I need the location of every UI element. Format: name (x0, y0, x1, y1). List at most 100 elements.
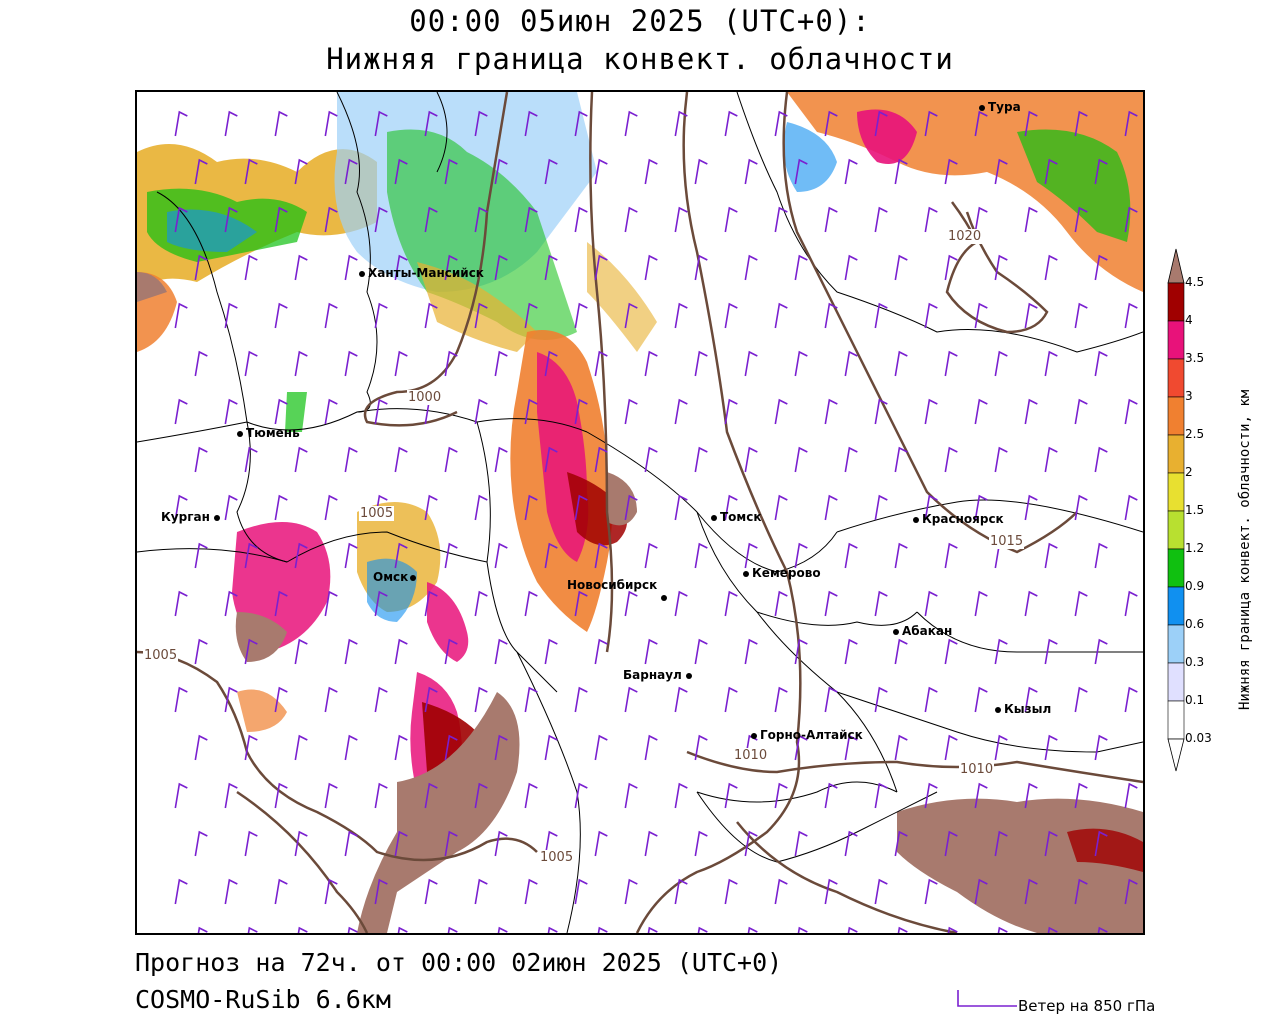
wind-barb (324, 398, 338, 425)
wind-barb (924, 110, 938, 137)
legend-tick-label: 1.2 (1185, 541, 1205, 555)
wind-barb (624, 686, 638, 713)
wind-barb (774, 590, 788, 617)
wind-barb (174, 206, 188, 233)
wind-barb (324, 878, 338, 905)
wind-barb (944, 350, 958, 377)
wind-barb (774, 686, 788, 713)
wind-barb (994, 158, 1008, 185)
wind-barb (174, 398, 188, 425)
wind-barb (224, 494, 238, 521)
city-barnaul: Барнаул (623, 668, 695, 682)
wind-barb (947, 926, 958, 933)
wind-barb (694, 158, 708, 185)
wind-barb (174, 110, 188, 137)
wind-barb (174, 302, 188, 329)
wind-barb (224, 206, 238, 233)
wind-barb (724, 782, 738, 809)
wind-barb (524, 494, 538, 521)
wind-barb (824, 686, 838, 713)
wind-barb (974, 878, 988, 905)
wind-barb (244, 638, 258, 665)
wind-barb (694, 638, 708, 665)
wind-barb (794, 158, 808, 185)
wind-barb (524, 878, 538, 905)
wind-barb (574, 878, 588, 905)
wind-barb (1074, 206, 1088, 233)
wind-barb (324, 686, 338, 713)
wind-barb (524, 302, 538, 329)
wind-barb (674, 302, 688, 329)
legend-swatch (1167, 396, 1185, 436)
wind-barb (794, 350, 808, 377)
wind-barb (694, 254, 708, 281)
wind-barb (1024, 782, 1038, 809)
wind-barb (394, 158, 408, 185)
wind-barb (624, 398, 638, 425)
city-krasnoyarsk: Красноярск (913, 512, 1004, 526)
wind-barb (644, 158, 658, 185)
wind-barb (924, 494, 938, 521)
wind-barb (974, 206, 988, 233)
wind-barb (624, 302, 638, 329)
wind-barb (644, 542, 658, 569)
wind-barb (824, 494, 838, 521)
wind-barb (674, 206, 688, 233)
wind-barb (874, 782, 888, 809)
wind-barb (344, 830, 358, 857)
wind-barb (524, 206, 538, 233)
isobar-label: 1010 (959, 762, 995, 777)
wind-barb (1024, 398, 1038, 425)
wind-barb (924, 590, 938, 617)
wind-barb (944, 638, 958, 665)
wind-barb (1024, 590, 1038, 617)
legend-swatch (1167, 434, 1185, 474)
wind-barb (1024, 206, 1038, 233)
wind-barb (247, 926, 258, 933)
wind-barb (1094, 446, 1108, 473)
wind-barb (824, 302, 838, 329)
wind-barb (524, 110, 538, 137)
legend-swatch (1167, 358, 1185, 398)
wind-barb (644, 638, 658, 665)
map-area[interactable]: Тура Ханты-Мансийск Тюмень Курган Омск Т… (135, 90, 1145, 935)
wind-barb (1094, 254, 1108, 281)
wind-barb (794, 542, 808, 569)
wind-barb (774, 110, 788, 137)
wind-barb (244, 254, 258, 281)
wind-barb (347, 926, 358, 933)
wind-barb (894, 446, 908, 473)
wind-barb (644, 830, 658, 857)
legend-tick-label: 1.5 (1185, 503, 1205, 517)
wind-barb (594, 254, 608, 281)
wind-barb (497, 926, 508, 933)
wind-barb (394, 542, 408, 569)
wind-barb (494, 638, 508, 665)
isobar-label: 1000 (407, 390, 443, 405)
wind-barb (994, 830, 1008, 857)
wind-barb (897, 926, 908, 933)
wind-barb (1094, 158, 1108, 185)
wind-barb (444, 254, 458, 281)
legend-swatch (1167, 282, 1185, 322)
wind-barb (994, 638, 1008, 665)
wind-barb (424, 878, 438, 905)
wind-barb (847, 926, 858, 933)
city-khanty-mansiysk: Ханты-Мансийск (359, 266, 484, 280)
wind-barb (374, 686, 388, 713)
wind-barb (974, 686, 988, 713)
wind-barb (174, 782, 188, 809)
city-novosibirsk-dot (661, 590, 670, 604)
wind-barb (1124, 782, 1138, 809)
wind-barb (647, 926, 658, 933)
wind-barb (674, 110, 688, 137)
wind-barb (644, 734, 658, 761)
wind-barb (574, 686, 588, 713)
legend-tick-label: 0.9 (1185, 579, 1205, 593)
wind-barb (294, 446, 308, 473)
legend-tick-label: 0.03 (1185, 731, 1212, 745)
legend-swatch (1167, 624, 1185, 664)
wind-barb (424, 686, 438, 713)
wind-barb (544, 734, 558, 761)
wind-barb (724, 206, 738, 233)
